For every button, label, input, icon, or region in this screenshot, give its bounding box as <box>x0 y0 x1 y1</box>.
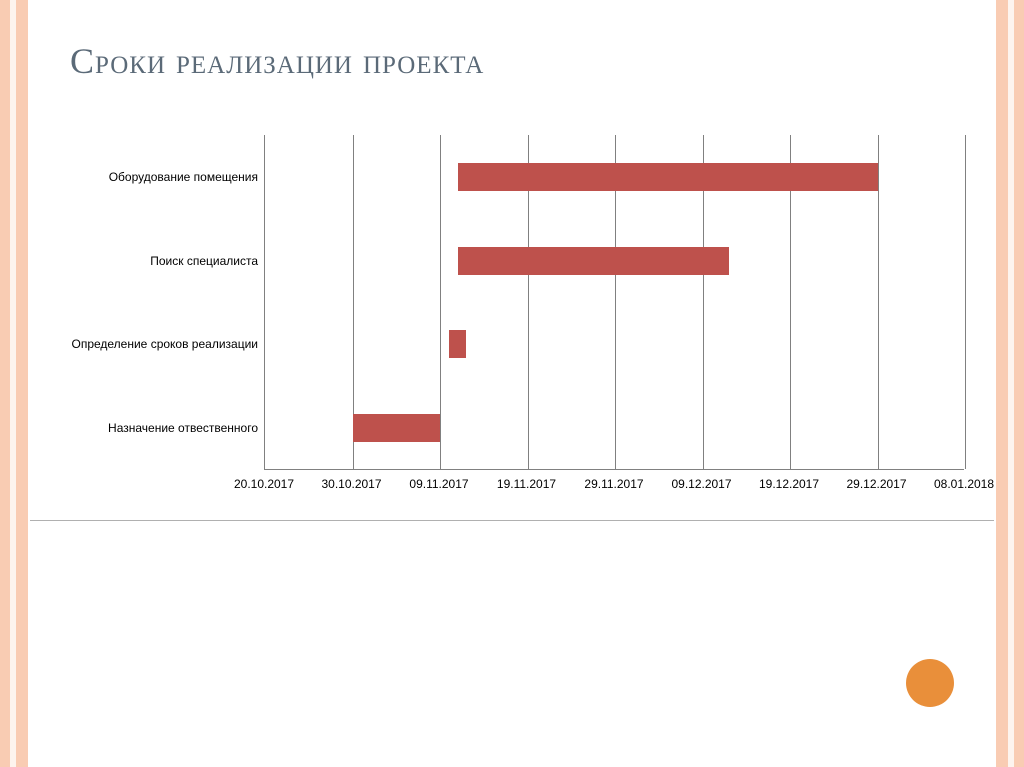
x-axis-tick-label: 08.01.2018 <box>934 477 994 491</box>
left-accent-stripe <box>10 0 16 767</box>
y-axis-category-label: Определение сроков реализации <box>60 337 258 351</box>
right-accent-stripe <box>1008 0 1014 767</box>
divider-line <box>30 520 994 521</box>
gantt-bar <box>458 247 729 275</box>
accent-circle <box>906 659 954 707</box>
x-axis-tick-label: 29.12.2017 <box>846 477 906 491</box>
x-axis-tick-label: 29.11.2017 <box>584 477 643 491</box>
x-axis-tick-label: 19.12.2017 <box>759 477 819 491</box>
gantt-bar <box>353 414 441 442</box>
gantt-bar <box>449 330 467 358</box>
gridline <box>965 135 966 469</box>
left-accent-band <box>0 0 28 767</box>
right-accent-band <box>996 0 1024 767</box>
gantt-bar <box>458 163 878 191</box>
y-axis-category-label: Назначение отвественного <box>60 421 258 435</box>
gridline <box>878 135 879 469</box>
x-axis-tick-label: 30.10.2017 <box>321 477 381 491</box>
x-axis-tick-label: 09.11.2017 <box>409 477 468 491</box>
plot-area <box>264 135 964 470</box>
gantt-chart: 20.10.2017 30.10.2017 09.11.2017 19.11.2017… <box>60 135 964 505</box>
slide: Сроки реализации проекта 20.10.2017 30.10… <box>0 0 1024 767</box>
x-axis-tick-label: 20.10.2017 <box>234 477 294 491</box>
slide-title: Сроки реализации проекта <box>70 40 484 82</box>
y-axis-category-label: Оборудование помещения <box>60 170 258 184</box>
y-axis-category-label: Поиск специалиста <box>60 254 258 268</box>
x-axis-tick-label: 19.11.2017 <box>497 477 556 491</box>
x-axis-tick-label: 09.12.2017 <box>671 477 731 491</box>
gridline <box>440 135 441 469</box>
